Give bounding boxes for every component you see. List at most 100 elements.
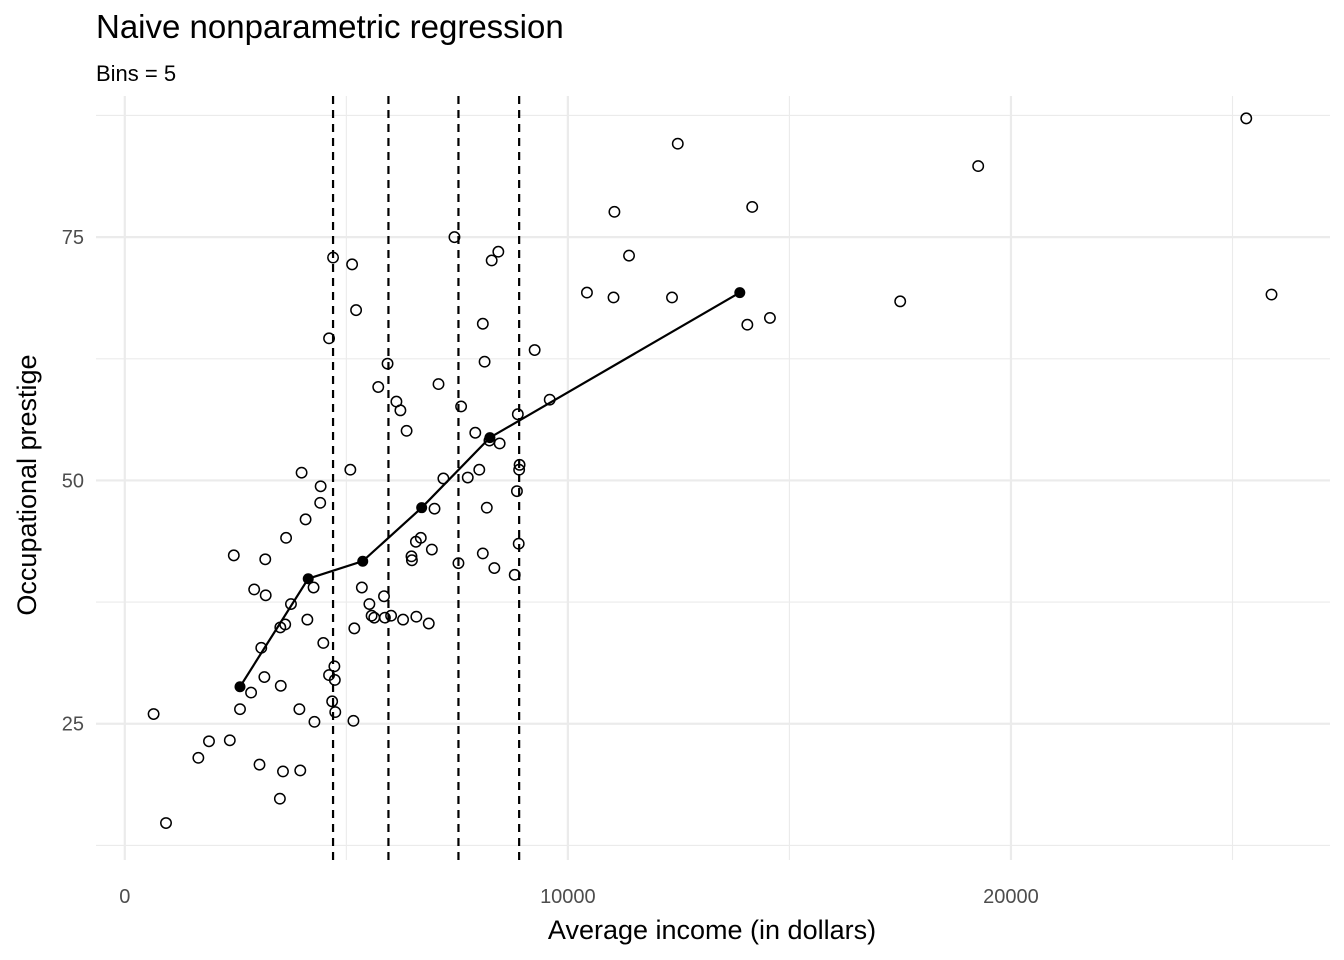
x-axis-title: Average income (in dollars) — [548, 915, 876, 945]
data-point — [329, 706, 342, 719]
data-point — [385, 609, 398, 622]
data-point — [378, 590, 390, 603]
data-point — [328, 673, 341, 686]
data-point — [666, 291, 678, 304]
data-point — [473, 463, 486, 476]
data-point — [394, 404, 407, 417]
data-point — [508, 568, 521, 581]
data-point — [294, 764, 307, 777]
data-point — [326, 695, 339, 708]
bin-mean-point — [302, 573, 314, 585]
data-point — [293, 703, 306, 716]
chart-subtitle: Bins = 5 — [96, 61, 177, 86]
data-point — [452, 557, 465, 570]
data-point — [258, 671, 271, 683]
data-point — [301, 613, 314, 626]
data-point — [147, 708, 160, 720]
data-point — [280, 531, 293, 544]
data-point — [405, 550, 418, 563]
data-point — [368, 611, 381, 624]
x-tick-label: 0 — [119, 886, 130, 908]
data-point — [580, 286, 593, 299]
data-point — [510, 485, 523, 498]
data-point — [203, 735, 215, 748]
data-point — [476, 317, 489, 330]
bin-mean-points — [234, 287, 746, 693]
chart-title: Naive nonparametric regression — [96, 8, 564, 45]
data-point — [488, 562, 501, 574]
data-point — [223, 734, 236, 747]
y-axis-title: Occupational prestige — [12, 354, 42, 615]
data-point — [160, 817, 172, 829]
bin-mean-point — [357, 555, 369, 567]
data-point — [492, 245, 505, 258]
tick-labels: 0 10000 20000 25 50 75 — [62, 227, 1039, 908]
data-point — [245, 686, 258, 699]
data-point — [513, 458, 526, 471]
data-point — [455, 400, 468, 413]
data-point — [410, 610, 423, 623]
data-point — [741, 318, 754, 331]
data-point — [469, 426, 482, 439]
data-point — [894, 295, 907, 308]
regression-line-group — [239, 291, 741, 688]
data-point — [480, 501, 493, 514]
data-point — [493, 437, 506, 450]
data-point — [328, 660, 341, 673]
data-point — [348, 622, 361, 635]
data-point — [607, 291, 620, 304]
data-point — [397, 613, 410, 626]
data-point — [347, 714, 360, 727]
regression-line — [239, 291, 741, 688]
data-point — [671, 137, 684, 150]
data-point — [273, 792, 286, 805]
data-point — [422, 617, 435, 630]
bin-mean-point — [234, 681, 246, 693]
data-point — [428, 502, 441, 515]
data-point — [314, 496, 327, 509]
x-tick-label: 20000 — [983, 886, 1039, 908]
data-point — [608, 205, 621, 218]
bin-mean-point — [416, 502, 428, 514]
data-point — [425, 543, 438, 556]
data-point — [528, 344, 541, 356]
data-point — [307, 581, 320, 594]
data-point — [323, 332, 336, 345]
data-point — [234, 703, 246, 716]
data-point — [461, 471, 474, 484]
data-point — [1265, 288, 1278, 301]
data-point — [277, 765, 289, 778]
data-point — [317, 637, 330, 649]
bin-mean-point — [484, 432, 496, 444]
data-point — [476, 547, 489, 560]
data-point — [405, 554, 418, 567]
y-tick-label: 50 — [62, 470, 84, 492]
data-point — [372, 381, 385, 393]
data-point — [437, 472, 450, 485]
data-point — [972, 160, 985, 173]
data-point — [314, 480, 327, 493]
bin-mean-point — [734, 287, 746, 299]
data-point — [623, 249, 635, 262]
bin-breaks — [331, 96, 521, 860]
data-point — [485, 254, 498, 267]
data-point — [400, 424, 413, 437]
data-point — [344, 463, 357, 476]
data-point — [763, 311, 776, 324]
data-point — [512, 537, 525, 550]
y-tick-label: 25 — [62, 714, 84, 736]
grid-lines — [96, 96, 1330, 860]
data-point — [279, 618, 292, 631]
data-point — [327, 251, 340, 264]
data-point — [363, 598, 376, 610]
x-tick-label: 10000 — [540, 886, 596, 908]
data-point — [299, 513, 312, 526]
data-point — [259, 553, 272, 566]
data-point — [285, 598, 297, 610]
data-point — [513, 463, 526, 476]
data-point — [381, 357, 394, 370]
data-point — [378, 611, 391, 624]
data-point — [1240, 112, 1253, 125]
